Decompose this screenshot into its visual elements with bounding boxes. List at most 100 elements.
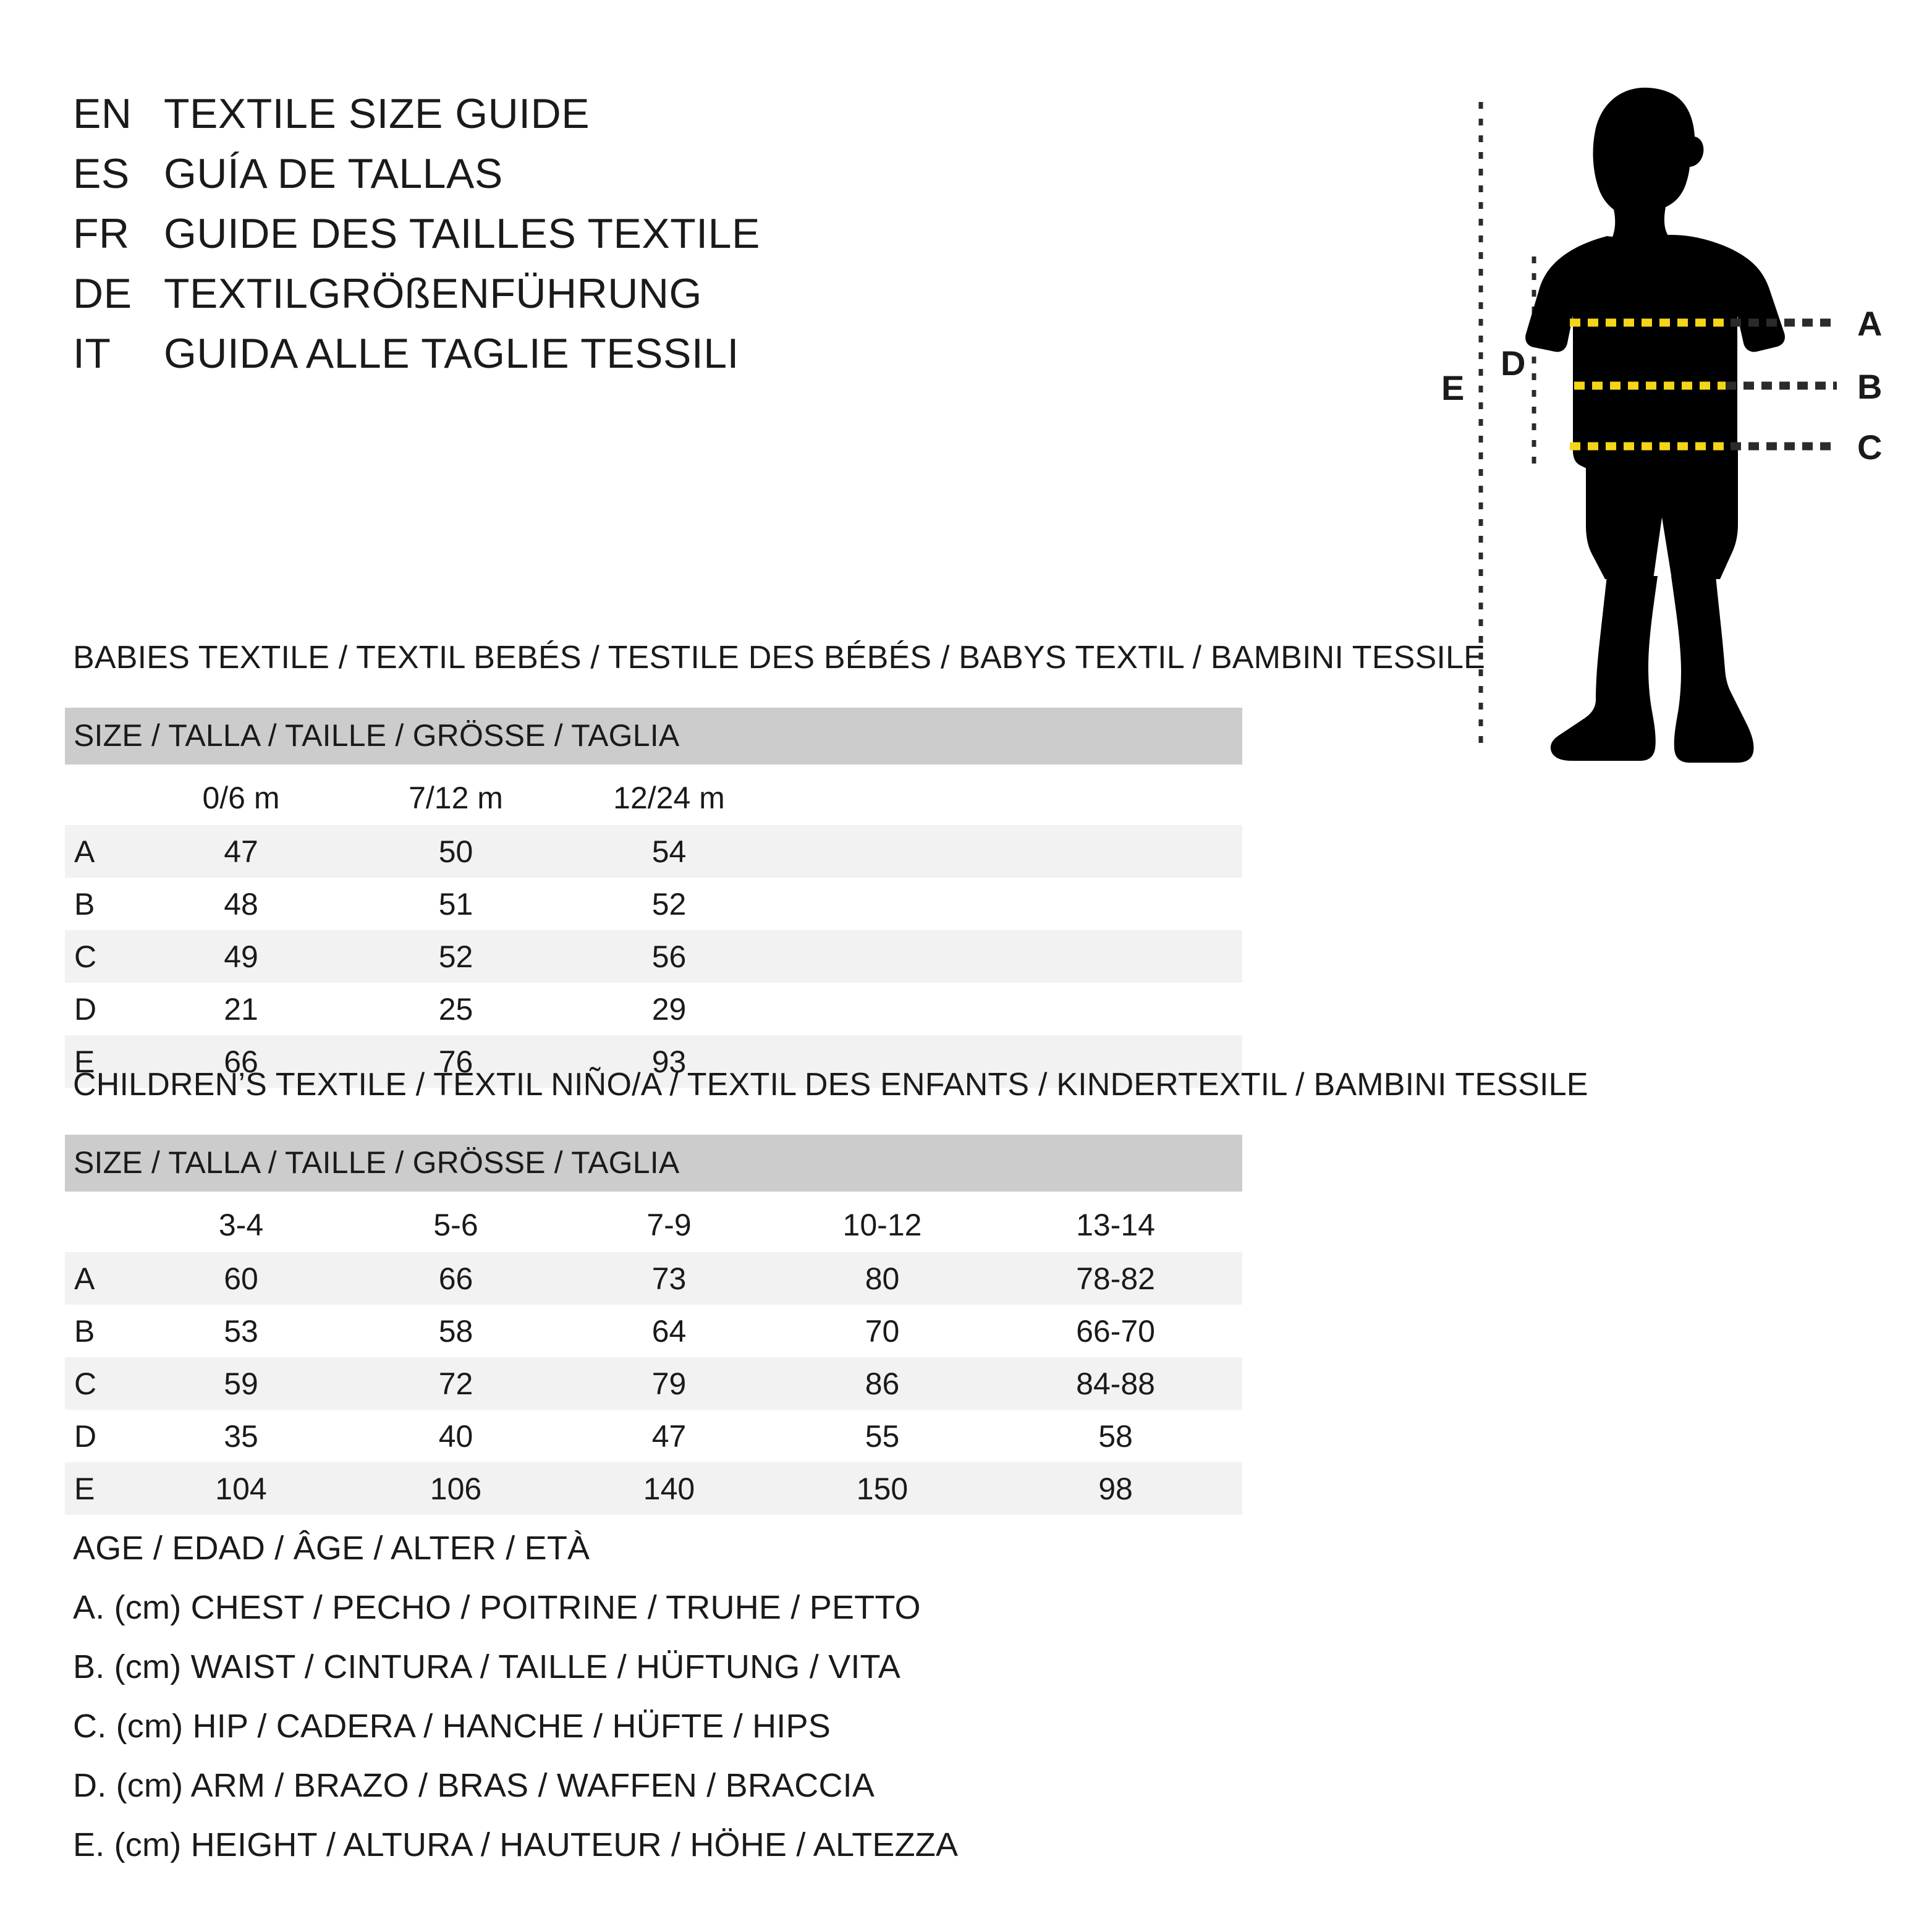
figure-label-c: C: [1857, 428, 1882, 467]
spacer-cell: [776, 765, 1242, 825]
table-row: C 59 72 79 86 84-88: [65, 1357, 1243, 1410]
babies-header-bar-label: SIZE / TALLA / TAILLE / GRÖSSE / TAGLIA: [65, 708, 1243, 765]
cell-value: 25: [438, 991, 473, 1027]
cell-value: 50: [349, 825, 562, 878]
babies-column-header: 7/12 m: [409, 781, 503, 815]
babies-column-header: 12/24 m: [613, 781, 725, 815]
children-column-header: 3-4: [218, 1208, 264, 1242]
language-title-es: GUÍA DE TALLAS: [164, 150, 503, 197]
language-row: ES GUÍA DE TALLAS: [73, 153, 1000, 213]
children-table-header-bar: SIZE / TALLA / TAILLE / GRÖSSE / TAGLIA: [65, 1135, 1243, 1192]
table-row: D 21 25 29: [65, 983, 1242, 1035]
cell-value: 104: [133, 1462, 349, 1515]
spacer-cell: [776, 983, 1242, 1035]
cell-value: 66: [349, 1252, 562, 1305]
legend-line-d-arm: D. (cm) ARM / BRAZO / BRAS / WAFFEN / BR…: [73, 1767, 875, 1804]
child-silhouette-icon: [1525, 87, 1785, 763]
babies-column-header: 0/6 m: [202, 781, 280, 815]
cell-value: 40: [438, 1418, 473, 1454]
children-column-header: 7-9: [646, 1208, 692, 1242]
cell-value: 150: [776, 1462, 989, 1515]
row-label-b: B: [74, 886, 95, 922]
cell-value: 47: [651, 1418, 687, 1454]
language-code-es: ES: [73, 150, 130, 197]
cell-value: 49: [133, 930, 349, 983]
language-row: EN TEXTILE SIZE GUIDE: [73, 93, 1000, 153]
cell-value: 47: [133, 825, 349, 878]
table-row: B 48 51 52: [65, 878, 1242, 930]
children-column-header: 13-14: [1076, 1208, 1155, 1242]
spacer-cell: [776, 878, 1242, 930]
cell-value: 55: [865, 1418, 900, 1454]
children-size-table: SIZE / TALLA / TAILLE / GRÖSSE / TAGLIA …: [65, 1135, 1243, 1515]
row-label-c: C: [65, 930, 133, 983]
figure-label-e: E: [1441, 368, 1464, 407]
cell-value: 35: [224, 1418, 258, 1454]
cell-value: 80: [776, 1252, 989, 1305]
cell-value: 58: [438, 1313, 473, 1349]
legend-line-e-height: E. (cm) HEIGHT / ALTURA / HAUTEUR / HÖHE…: [73, 1826, 959, 1863]
language-code-it: IT: [73, 330, 111, 377]
babies-section-title: BABIES TEXTILE / TEXTIL BEBÉS / TESTILE …: [73, 640, 1486, 676]
cell-value: 66-70: [1076, 1313, 1155, 1349]
figure-label-a: A: [1857, 304, 1882, 343]
spacer-cell: [776, 1035, 1243, 1088]
cell-value: 73: [562, 1252, 776, 1305]
cell-value: 140: [562, 1462, 776, 1515]
babies-size-table: SIZE / TALLA / TAILLE / GRÖSSE / TAGLIA …: [65, 708, 1243, 1088]
language-title-fr: GUIDE DES TAILLES TEXTILE: [164, 210, 760, 257]
cell-value: 72: [349, 1357, 562, 1410]
cell-value: 93: [562, 1035, 776, 1088]
children-column-header: 5-6: [433, 1208, 478, 1242]
language-code-fr: FR: [73, 210, 130, 257]
spacer-cell: [776, 930, 1243, 983]
language-title-it: GUIDA ALLE TAGLIE TESSILI: [164, 330, 739, 377]
table-row: A 47 50 54: [65, 825, 1243, 878]
cell-value: 54: [562, 825, 776, 878]
cell-value: 59: [133, 1357, 349, 1410]
row-label-d: D: [74, 1418, 97, 1454]
legend-line-b-waist: B. (cm) WAIST / CINTURA / TAILLE / HÜFTU…: [73, 1648, 900, 1685]
cell-value: 84-88: [989, 1357, 1243, 1410]
cell-value: 78-82: [989, 1252, 1243, 1305]
language-code-en: EN: [73, 90, 132, 137]
legend-line-c-hip: C. (cm) HIP / CADERA / HANCHE / HÜFTE / …: [73, 1708, 831, 1745]
measurement-legend: AGE / EDAD / ÂGE / ALTER / ETÀ A. (cm) C…: [73, 1532, 958, 1888]
measurement-figure-diagram: A B C D E: [1421, 74, 1916, 766]
children-column-header-row: 3-4 5-6 7-9 10-12 13-14: [65, 1192, 1242, 1252]
legend-line-a-chest: A. (cm) CHEST / PECHO / POITRINE / TRUHE…: [73, 1589, 921, 1626]
cell-value: 66: [133, 1035, 349, 1088]
cell-value: 21: [224, 991, 258, 1027]
cell-value: 60: [133, 1252, 349, 1305]
row-label-e: E: [65, 1462, 133, 1515]
cell-value: 56: [562, 930, 776, 983]
legend-age-line: AGE / EDAD / ÂGE / ALTER / ETÀ: [73, 1530, 590, 1567]
language-header-block: EN TEXTILE SIZE GUIDE ES GUÍA DE TALLAS …: [73, 93, 1000, 392]
cell-value: 70: [865, 1313, 900, 1349]
corner-cell: [65, 1192, 133, 1252]
language-title-de: TEXTILGRÖßENFÜHRUNG: [164, 270, 702, 317]
cell-value: 76: [349, 1035, 562, 1088]
spacer-cell: [776, 825, 1243, 878]
cell-value: 52: [651, 886, 687, 922]
children-section-title: CHILDREN’S TEXTILE / TEXTIL NIÑO/A / TEX…: [73, 1067, 1588, 1103]
children-header-bar-label: SIZE / TALLA / TAILLE / GRÖSSE / TAGLIA: [65, 1135, 1243, 1192]
cell-value: 64: [651, 1313, 687, 1349]
table-row: E 66 76 93: [65, 1035, 1243, 1088]
cell-value: 79: [562, 1357, 776, 1410]
row-label-a: A: [65, 825, 133, 878]
cell-value: 53: [224, 1313, 258, 1349]
babies-column-header-row: 0/6 m 7/12 m 12/24 m: [65, 765, 1242, 825]
row-label-c: C: [65, 1357, 133, 1410]
language-row: IT GUIDA ALLE TAGLIE TESSILI: [73, 333, 1000, 392]
language-row: DE TEXTILGRÖßENFÜHRUNG: [73, 273, 1000, 333]
cell-value: 86: [776, 1357, 989, 1410]
babies-table-header-bar: SIZE / TALLA / TAILLE / GRÖSSE / TAGLIA: [65, 708, 1243, 765]
cell-value: 29: [651, 991, 687, 1027]
language-title-en: TEXTILE SIZE GUIDE: [164, 90, 590, 137]
row-label-b: B: [74, 1313, 95, 1349]
cell-value: 51: [438, 886, 473, 922]
cell-value: 52: [349, 930, 562, 983]
table-row: C 49 52 56: [65, 930, 1243, 983]
row-label-d: D: [74, 991, 97, 1027]
